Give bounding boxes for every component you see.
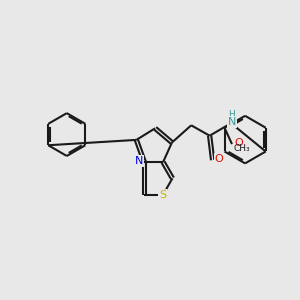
Text: N: N — [135, 156, 143, 166]
Text: O: O — [234, 138, 243, 148]
Text: S: S — [159, 190, 166, 200]
Text: H: H — [228, 110, 235, 119]
Text: O: O — [215, 154, 224, 164]
Text: CH₃: CH₃ — [233, 144, 250, 153]
Text: N: N — [227, 117, 236, 127]
